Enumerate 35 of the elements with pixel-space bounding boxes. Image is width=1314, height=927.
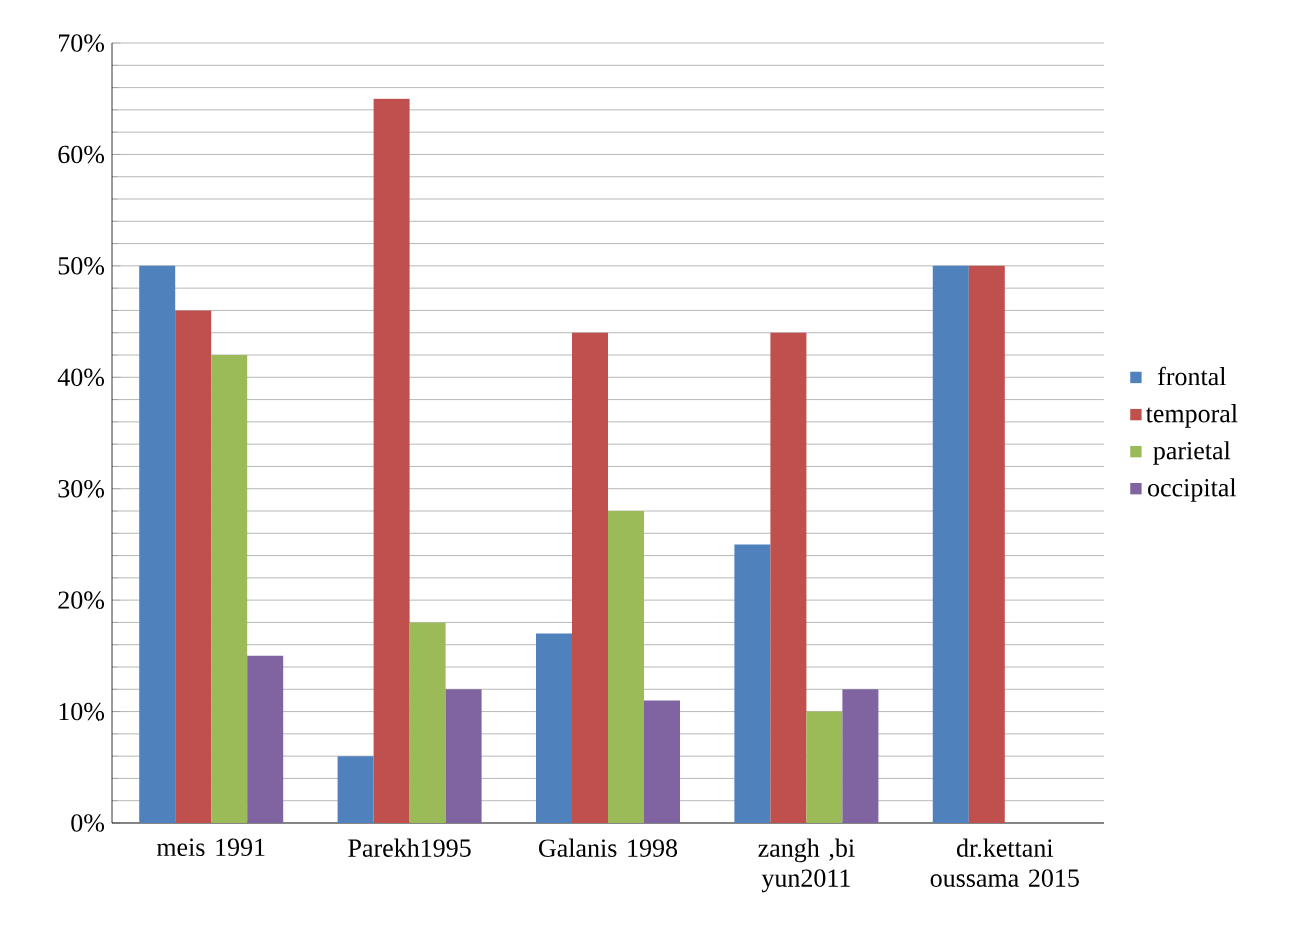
bar (571, 332, 608, 823)
y-tick-label: 70% (59, 34, 105, 52)
bar (139, 265, 176, 823)
bar (932, 265, 969, 823)
bar (211, 355, 248, 823)
y-tick-label: 10% (59, 702, 105, 721)
y-tick-label: 20% (58, 591, 105, 609)
bar (968, 265, 1005, 823)
bar (644, 700, 680, 823)
x-tick-label: zangh ,bi yun2011 (758, 838, 855, 893)
y-tick-label: 30% (58, 479, 105, 498)
bar (337, 756, 374, 823)
bar (247, 655, 284, 823)
x-tick-label: Galanis 1998 (539, 838, 678, 857)
bar (445, 689, 482, 823)
legend-label: parietal (1153, 441, 1231, 465)
bar (607, 511, 644, 823)
x-tick-label: meis 1991 (156, 838, 265, 857)
legend-label: temporal (1145, 404, 1238, 428)
bar (842, 689, 879, 823)
bar (734, 544, 771, 823)
x-tick-label: dr.kettani oussama 2015 (930, 838, 1079, 887)
bar (806, 711, 843, 823)
bar (409, 622, 446, 823)
bar (175, 310, 212, 823)
legend-label: frontal (1157, 366, 1226, 386)
y-tick-label: 40% (57, 368, 105, 387)
y-tick-label: 50% (58, 257, 105, 275)
y-tick-label: 60% (58, 145, 105, 164)
legend-label: occipital (1148, 478, 1237, 502)
bar (770, 332, 807, 823)
bar (373, 98, 410, 823)
y-tick-label: 0% (71, 814, 105, 832)
x-tick-label: Parekh1995 (348, 838, 471, 857)
bar (535, 633, 572, 823)
